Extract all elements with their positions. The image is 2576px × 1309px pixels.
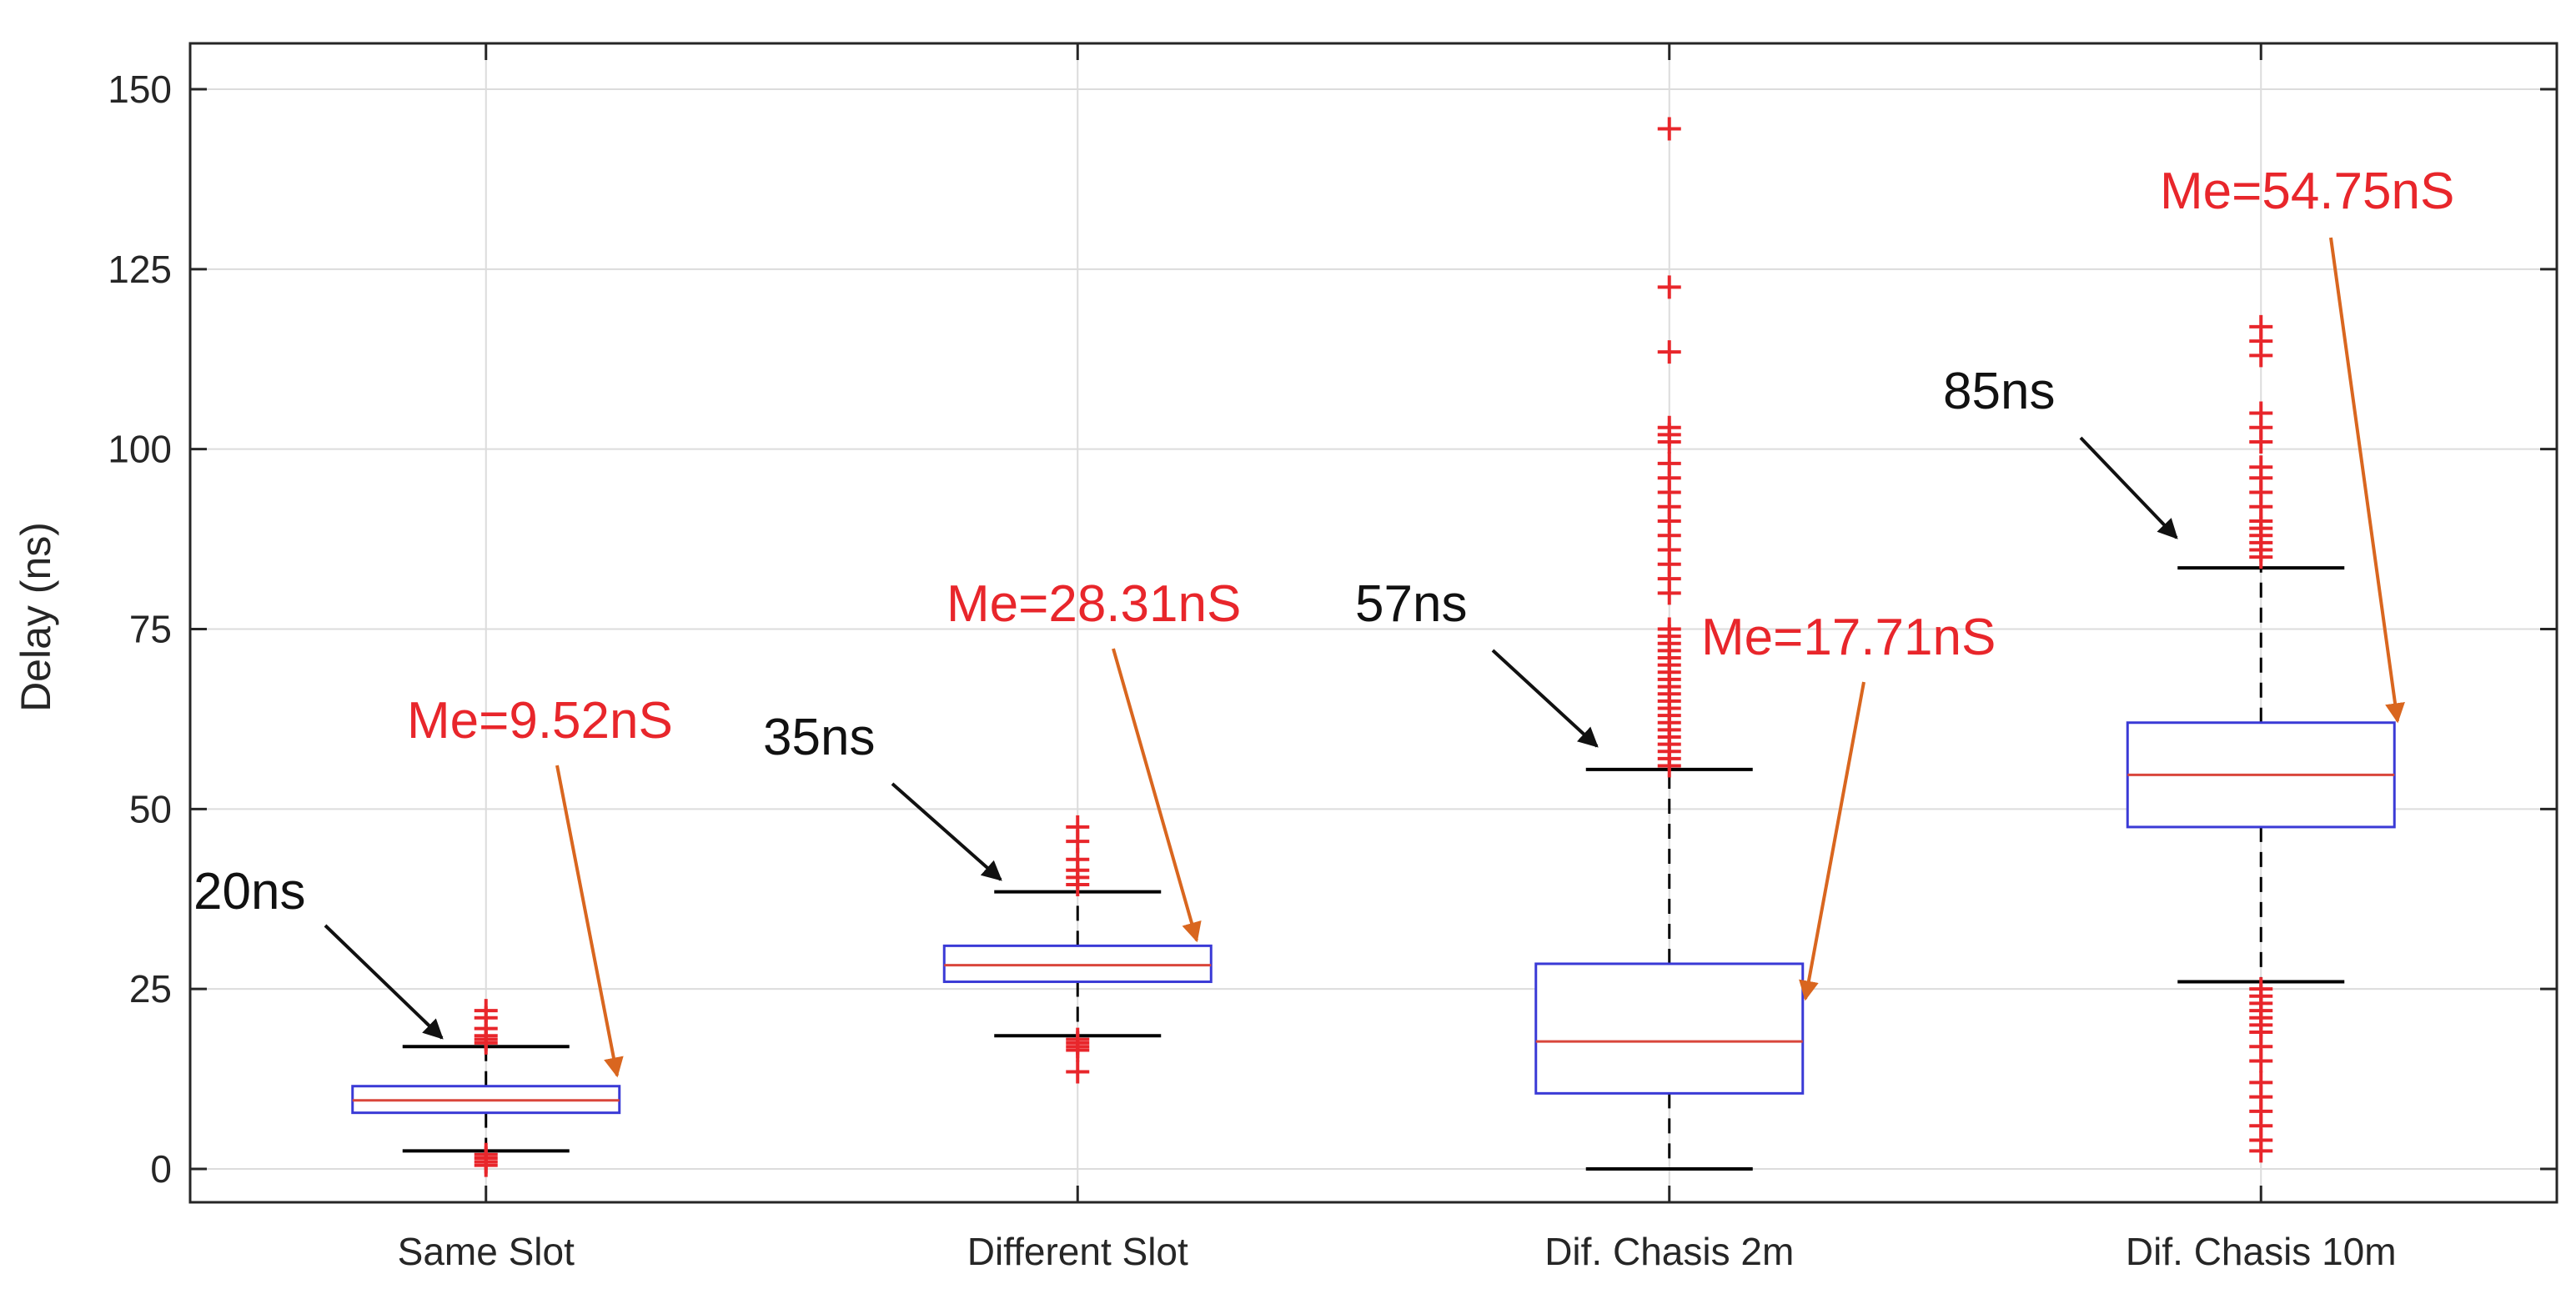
outlier-marker xyxy=(1066,1060,1090,1084)
y-tick-label: 0 xyxy=(150,1147,172,1191)
annotation-label: 20ns xyxy=(193,863,305,920)
annotation-arrow xyxy=(2079,436,2178,539)
box-iqr xyxy=(1534,962,1805,1095)
annotation-label: 85ns xyxy=(1943,363,2055,420)
y-tick-label: 25 xyxy=(129,967,172,1011)
outlier-marker xyxy=(1066,1027,1090,1051)
y-tick-label: 75 xyxy=(129,608,172,651)
annotation-arrow xyxy=(2329,237,2405,724)
box-iqr xyxy=(942,944,1213,984)
outlier-marker xyxy=(2249,977,2273,1001)
outlier-marker xyxy=(2249,455,2273,479)
outlier-marker xyxy=(474,999,498,1023)
annotation-label: Me=54.75nS xyxy=(2160,163,2454,220)
axes-layer: 0 25 50 75 100 125 150 Same Slot Different Slot D… xyxy=(108,42,2558,1273)
outlier-marker xyxy=(2249,1071,2273,1095)
outlier-marker xyxy=(1657,617,1681,641)
annotation-arrow xyxy=(891,782,1002,881)
annotation-arrow xyxy=(555,765,624,1078)
x-tick-label: Dif. Chasis 10m xyxy=(2126,1230,2397,1273)
outlier-marker xyxy=(2249,401,2273,425)
annotation-arrow xyxy=(324,924,444,1040)
annotation-arrow xyxy=(1491,649,1599,748)
x-tick-label: Dif. Chasis 2m xyxy=(1544,1230,1794,1273)
annotation-label: Me=28.31nS xyxy=(947,575,1241,633)
y-tick-label: 125 xyxy=(108,248,172,291)
annotation-arrow xyxy=(1799,681,1865,1001)
annotation-label: Me=17.71nS xyxy=(1701,609,1996,666)
y-tick-label: 50 xyxy=(129,787,172,830)
annotation-label: 35ns xyxy=(763,709,875,766)
outlier-marker xyxy=(1657,275,1681,299)
plot-frame xyxy=(188,42,2558,1204)
outlier-marker xyxy=(1066,815,1090,839)
outlier-marker xyxy=(2249,314,2273,339)
annotations-layer: 20ns Me=9.52nS 35ns Me=28.31nS 57ns Me=17.71n… xyxy=(193,163,2454,1078)
annotation-arrow xyxy=(1112,648,1202,943)
outlier-marker xyxy=(1657,340,1681,364)
outlier-marker xyxy=(1657,415,1681,439)
annotation-label: 57ns xyxy=(1355,575,1467,633)
outlier-marker xyxy=(1657,451,1681,475)
y-tick-label: 150 xyxy=(108,68,172,111)
y-tick-label: 100 xyxy=(108,428,172,471)
x-tick-label: Different Slot xyxy=(967,1230,1188,1273)
annotation-label: Me=9.52nS xyxy=(407,692,673,750)
outlier-marker xyxy=(1657,117,1681,141)
grid-layer xyxy=(190,43,2557,1202)
boxes-layer xyxy=(351,117,2396,1177)
x-tick-label: Same Slot xyxy=(398,1230,575,1273)
outlier-marker xyxy=(474,1142,498,1166)
y-axis-label: Delay (ns) xyxy=(13,522,59,712)
